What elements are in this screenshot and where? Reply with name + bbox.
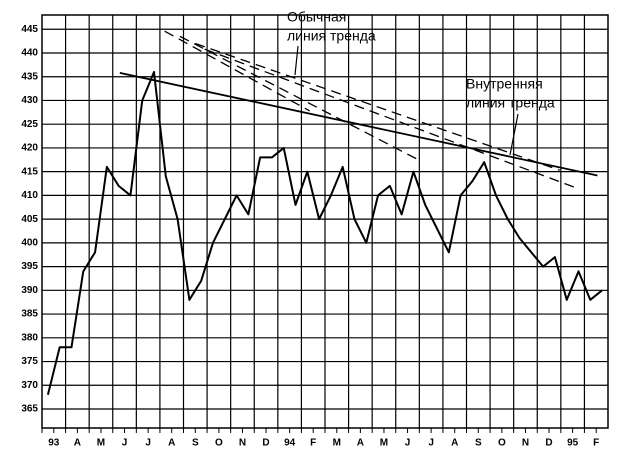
trend-line xyxy=(204,48,578,189)
y-tick-label: 420 xyxy=(21,143,38,154)
y-tick-label: 385 xyxy=(21,309,38,320)
annotation-line: линия тренда xyxy=(466,95,555,111)
y-tick-label: 425 xyxy=(21,119,38,130)
y-tick-label: 410 xyxy=(21,190,38,201)
x-tick-label: M xyxy=(97,438,105,449)
x-tick-label: A xyxy=(357,438,364,449)
y-tick-label: 395 xyxy=(21,261,38,272)
annotation-line: линия тренда xyxy=(287,28,376,44)
y-tick-label: 400 xyxy=(21,238,38,249)
y-tick-label: 415 xyxy=(21,166,38,177)
x-tick-label: A xyxy=(74,438,81,449)
x-tick-label: A xyxy=(168,438,175,449)
vertical-grid xyxy=(64,15,586,428)
x-tick-label: J xyxy=(122,438,128,449)
x-tick-label: N xyxy=(239,438,246,449)
annotation-line: Обычная xyxy=(287,9,346,25)
x-tick-label: 95 xyxy=(567,438,579,449)
x-tick-label: F xyxy=(310,438,316,449)
x-tick-label: A xyxy=(451,438,458,449)
y-tick-label: 390 xyxy=(21,285,38,296)
y-tick-label: 435 xyxy=(21,71,38,82)
trend-line xyxy=(119,72,598,177)
y-tick-label: 430 xyxy=(21,95,38,106)
x-tick-label: O xyxy=(498,438,506,449)
y-tick-label: 440 xyxy=(21,48,38,59)
x-tick-label: S xyxy=(475,438,482,449)
trend-line xyxy=(195,42,560,171)
y-tick-label: 375 xyxy=(21,356,38,367)
y-tick-label: 405 xyxy=(21,214,38,225)
x-tick-label: N xyxy=(522,438,529,449)
y-tick-label: 370 xyxy=(21,380,38,391)
y-tick-label: 445 xyxy=(21,24,38,35)
trend-line xyxy=(164,30,310,112)
y-tick-label: 365 xyxy=(21,404,38,415)
x-tick-label: 93 xyxy=(48,438,60,449)
annotation-arrow xyxy=(294,45,299,76)
x-tick-label: J xyxy=(145,438,151,449)
x-tick-label: D xyxy=(262,438,269,449)
x-tick-label: J xyxy=(428,438,434,449)
y-tick-label: 380 xyxy=(21,332,38,343)
x-tick-label: F xyxy=(593,438,599,449)
trend-line xyxy=(179,35,420,161)
x-tick-label: J xyxy=(405,438,411,449)
x-tick-label: M xyxy=(380,438,388,449)
annotation-line: Внутренняя xyxy=(466,76,543,92)
x-tick-label: S xyxy=(192,438,199,449)
x-tick-label: D xyxy=(545,438,552,449)
x-tick-label: 94 xyxy=(284,438,296,449)
x-tick-label: M xyxy=(333,438,341,449)
price-line xyxy=(46,70,603,396)
x-tick-label: O xyxy=(215,438,223,449)
